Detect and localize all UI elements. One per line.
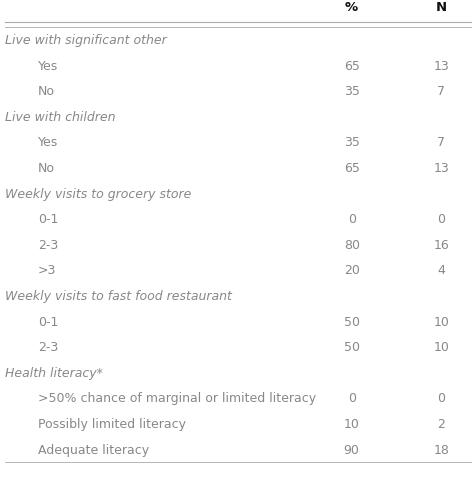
Text: >3: >3 <box>38 264 56 277</box>
Text: Yes: Yes <box>38 136 58 149</box>
Text: Live with children: Live with children <box>5 111 115 123</box>
Text: 2: 2 <box>438 417 445 430</box>
Text: No: No <box>38 162 55 174</box>
Text: Weekly visits to grocery store: Weekly visits to grocery store <box>5 187 191 200</box>
Text: 20: 20 <box>344 264 360 277</box>
Text: Possibly limited literacy: Possibly limited literacy <box>38 417 186 430</box>
Text: 0-1: 0-1 <box>38 213 58 225</box>
Text: 7: 7 <box>438 85 445 98</box>
Text: 13: 13 <box>433 60 449 72</box>
Text: Adequate literacy: Adequate literacy <box>38 443 149 455</box>
Text: Weekly visits to fast food restaurant: Weekly visits to fast food restaurant <box>5 290 232 302</box>
Text: 50: 50 <box>344 315 360 328</box>
Text: 80: 80 <box>344 238 360 251</box>
Text: N: N <box>436 1 447 14</box>
Text: 0: 0 <box>438 392 445 404</box>
Text: 10: 10 <box>433 341 449 353</box>
Text: 90: 90 <box>344 443 360 455</box>
Text: 2-3: 2-3 <box>38 341 58 353</box>
Text: 35: 35 <box>344 136 360 149</box>
Text: 0-1: 0-1 <box>38 315 58 328</box>
Text: Yes: Yes <box>38 60 58 72</box>
Text: >50% chance of marginal or limited literacy: >50% chance of marginal or limited liter… <box>38 392 316 404</box>
Text: 50: 50 <box>344 341 360 353</box>
Text: 65: 65 <box>344 162 360 174</box>
Text: 13: 13 <box>433 162 449 174</box>
Text: Health literacy*: Health literacy* <box>5 366 102 379</box>
Text: 35: 35 <box>344 85 360 98</box>
Text: 4: 4 <box>438 264 445 277</box>
Text: 2-3: 2-3 <box>38 238 58 251</box>
Text: 16: 16 <box>433 238 449 251</box>
Text: 0: 0 <box>348 213 355 225</box>
Text: No: No <box>38 85 55 98</box>
Text: 10: 10 <box>344 417 360 430</box>
Text: 10: 10 <box>433 315 449 328</box>
Text: 7: 7 <box>438 136 445 149</box>
Text: Live with significant other: Live with significant other <box>5 34 167 47</box>
Text: 65: 65 <box>344 60 360 72</box>
Text: 0: 0 <box>438 213 445 225</box>
Text: 18: 18 <box>433 443 449 455</box>
Text: %: % <box>345 1 358 14</box>
Text: 0: 0 <box>348 392 355 404</box>
